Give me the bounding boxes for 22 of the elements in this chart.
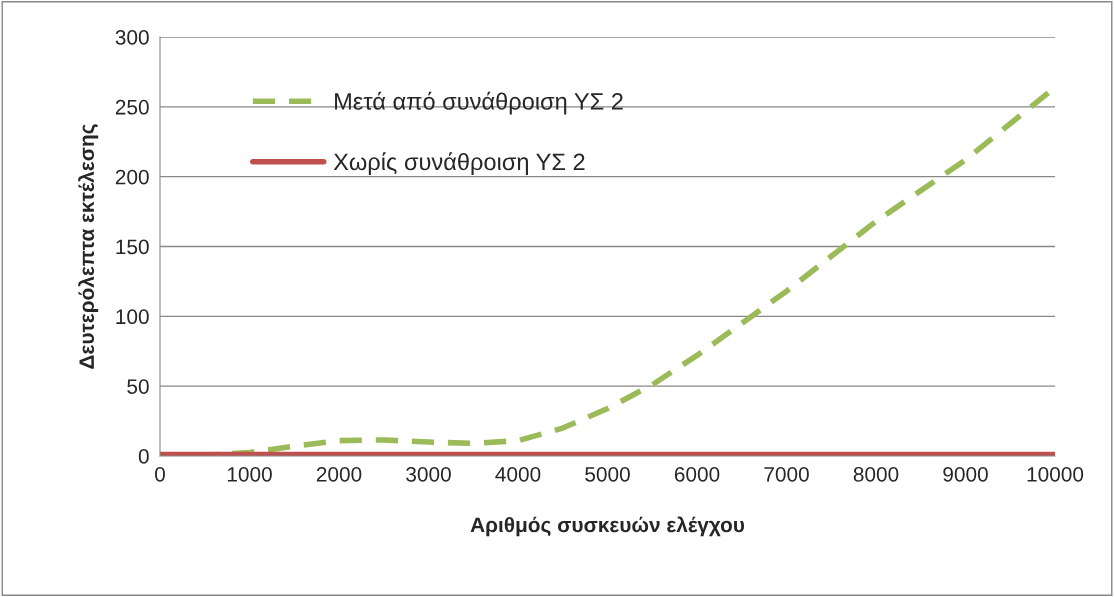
y-tick-label: 0: [138, 449, 149, 464]
y-tick-label: 200: [115, 169, 149, 185]
x-tick-label: 0: [155, 466, 165, 482]
x-tick-label: 2000: [316, 466, 362, 482]
y-tick-label: 150: [116, 239, 149, 255]
x-tick-label: 8000: [853, 466, 899, 482]
x-tick-label: 9000: [943, 466, 988, 482]
x-tick-label: 5000: [585, 466, 630, 482]
y-tick-label: 300: [115, 30, 149, 45]
legend-label: Μετά από συνάθροιση ΥΣ 2: [335, 91, 623, 115]
x-tick-label: 10000: [1027, 466, 1084, 482]
x-tick-label: 6000: [674, 466, 720, 482]
x-tick-label: 1000: [227, 466, 272, 482]
x-axis-title: Αριθμός συσκευών ελέγχου: [470, 516, 745, 537]
y-tick-label: 100: [116, 309, 149, 325]
y-axis-title: Δευτερόλεπτα εκτέλεσης: [78, 124, 99, 369]
y-tick-label: 50: [127, 379, 149, 394]
legend-label: Χωρίς συνάθροιση ΥΣ 2: [333, 152, 585, 175]
y-tick-label: 250: [115, 99, 149, 115]
x-tick-label: 4000: [495, 466, 541, 482]
x-tick-label: 3000: [406, 466, 451, 482]
x-tick-label: 7000: [764, 466, 809, 482]
